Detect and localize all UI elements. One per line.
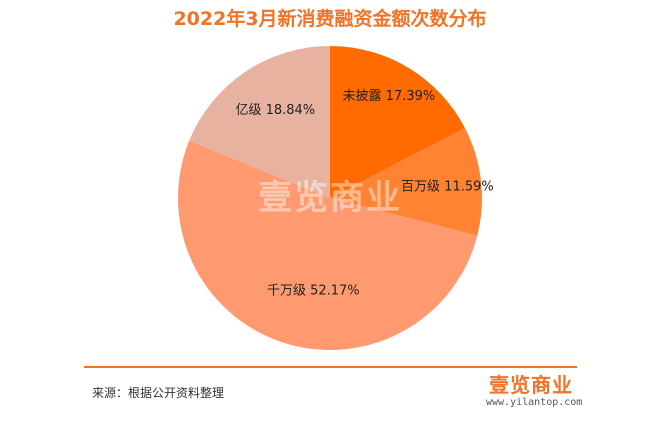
brand-logo: 壹览商业 www.yilantop.com — [486, 373, 583, 409]
pie-slice-3 — [189, 46, 330, 198]
brand-url: www.yilantop.com — [486, 397, 583, 408]
pie-slice-label-0: 未披露 17.39% — [343, 89, 436, 104]
pie-slice-label-3: 亿级 18.84% — [235, 103, 315, 118]
pie-slice-1 — [330, 128, 483, 236]
source-note: 来源：根据公开资料整理 — [92, 386, 225, 400]
footer-divider — [84, 366, 577, 368]
pie-slice-2 — [178, 140, 478, 350]
pie-slice-label-1: 百万级 11.59% — [401, 179, 494, 194]
pie-chart: 未披露 17.39% 百万级 11.59% 千万级 52.17% 亿级 18.84% — [178, 46, 494, 350]
pie-slice-0 — [330, 46, 465, 198]
chart-title: 2022年3月新消费融资金额次数分布 — [173, 8, 487, 30]
pie-slice-label-2: 千万级 52.17% — [267, 284, 360, 299]
brand-logo-text: 壹览商业 — [489, 373, 573, 397]
watermark: 壹览商业 — [258, 178, 402, 218]
